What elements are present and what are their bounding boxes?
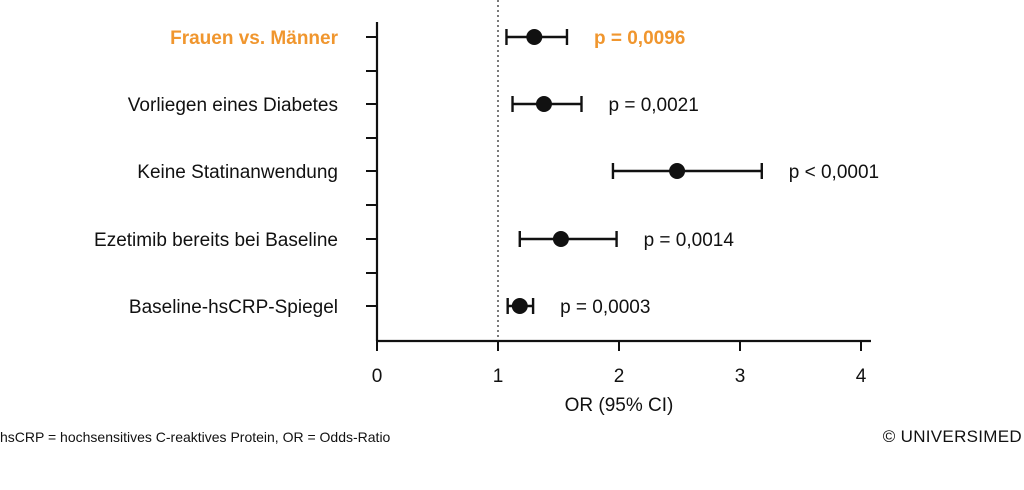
p-value-label-2: p < 0,0001 — [789, 162, 879, 183]
p-value-label-0: p = 0,0096 — [594, 28, 685, 49]
or-point-4 — [511, 298, 528, 314]
x-axis-label: OR (95% CI) — [565, 395, 674, 416]
or-point-3 — [552, 231, 569, 247]
x-tick-label-4: 4 — [856, 366, 867, 387]
x-tick-label-2: 2 — [614, 366, 625, 387]
p-value-label-3: p = 0,0014 — [644, 230, 735, 251]
copyright-notice: © UNIVERSIMED — [882, 427, 1022, 446]
row-label-3: Ezetimib bereits bei Baseline — [94, 230, 338, 251]
or-point-1 — [535, 96, 552, 112]
x-tick-label-0: 0 — [372, 366, 383, 387]
p-value-label-1: p = 0,0021 — [608, 95, 698, 116]
x-tick-label-3: 3 — [735, 366, 746, 387]
row-label-1: Vorliegen eines Diabetes — [128, 95, 338, 116]
row-label-0: Frauen vs. Männer — [170, 28, 338, 49]
row-label-2: Keine Statinanwendung — [137, 162, 338, 183]
row-label-4: Baseline-hsCRP-Spiegel — [129, 297, 338, 318]
footnote: hsCRP = hochsensitives C-reaktives Prote… — [0, 429, 391, 445]
x-tick-label-1: 1 — [493, 366, 504, 387]
or-point-2 — [669, 163, 686, 179]
p-value-label-4: p = 0,0003 — [560, 297, 650, 318]
or-point-0 — [526, 29, 543, 45]
